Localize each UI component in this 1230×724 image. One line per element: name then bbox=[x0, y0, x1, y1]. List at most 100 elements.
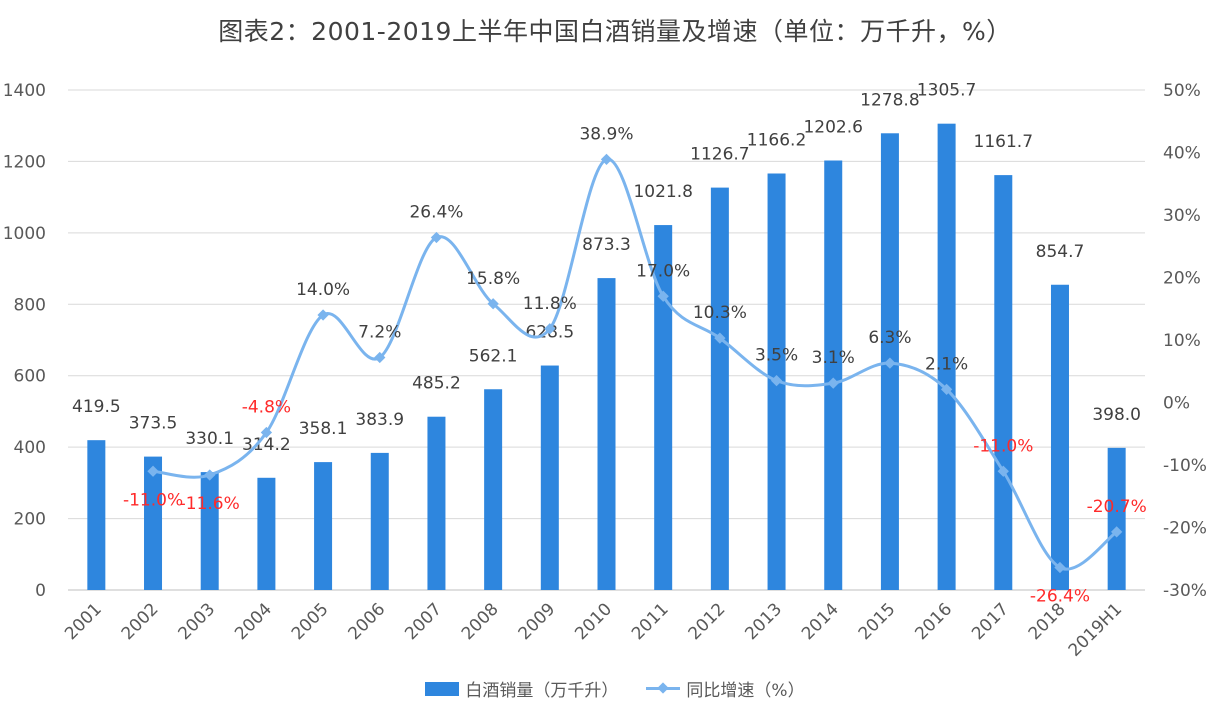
y-tick-label: 1000 bbox=[3, 224, 46, 244]
bar-value-label: 873.3 bbox=[582, 235, 631, 255]
growth-value-label: 3.5% bbox=[755, 346, 798, 366]
bar bbox=[200, 472, 219, 590]
legend: 白酒销量（万千升） 同比增速（%） bbox=[0, 676, 1230, 701]
bar-value-label: 358.1 bbox=[299, 419, 348, 439]
bar bbox=[654, 225, 673, 591]
x-tick-label: 2008 bbox=[458, 599, 503, 644]
growth-point bbox=[147, 465, 159, 477]
x-tick-label: 2013 bbox=[741, 599, 786, 644]
growth-value-label: -26.4% bbox=[1030, 587, 1090, 607]
x-tick-label: 2010 bbox=[571, 599, 616, 644]
bar-value-label: 485.2 bbox=[412, 374, 461, 394]
bar-value-label: 1021.8 bbox=[633, 182, 692, 202]
y-tick-label: 600 bbox=[14, 367, 46, 387]
x-tick-label: 2001 bbox=[61, 599, 106, 644]
x-tick-label: 2007 bbox=[401, 599, 446, 644]
legend-item-sales: 白酒销量（万千升） bbox=[425, 676, 618, 701]
growth-point bbox=[317, 309, 329, 321]
growth-value-label: 26.4% bbox=[409, 203, 463, 223]
bar bbox=[1050, 284, 1069, 590]
legend-label-sales: 白酒销量（万千升） bbox=[465, 681, 619, 701]
growth-value-label: -11.6% bbox=[180, 494, 240, 514]
growth-value-label: -11.0% bbox=[123, 490, 183, 510]
x-tick-label: 2014 bbox=[798, 599, 843, 644]
growth-point bbox=[260, 426, 273, 439]
x-tick-label: 2012 bbox=[685, 599, 730, 644]
legend-label-growth: 同比增速（%） bbox=[686, 681, 805, 701]
bar-value-label: 1126.7 bbox=[690, 145, 749, 165]
growth-point bbox=[884, 357, 896, 369]
growth-point bbox=[1111, 526, 1123, 538]
x-tick-label: 2002 bbox=[118, 599, 163, 644]
growth-point bbox=[714, 332, 726, 344]
bar-value-label: 330.1 bbox=[185, 429, 234, 449]
bar bbox=[370, 452, 389, 590]
bar-value-label: 562.1 bbox=[469, 346, 518, 366]
growth-point bbox=[997, 465, 1009, 477]
chart-title: 图表2：2001-2019上半年中国白酒销量及增速（单位：万千升，%） bbox=[218, 17, 1012, 46]
bar-value-label: 383.9 bbox=[355, 410, 404, 430]
bar bbox=[257, 477, 276, 590]
growth-line bbox=[152, 157, 1118, 571]
bar bbox=[540, 365, 559, 590]
y-tick-label: 200 bbox=[14, 510, 46, 530]
bar-value-label: 398.0 bbox=[1092, 405, 1141, 425]
x-tick-label: 2011 bbox=[628, 599, 673, 644]
bar-value-label: 1305.7 bbox=[917, 81, 976, 101]
x-tick-label: 2015 bbox=[855, 599, 900, 644]
x-tick-label: 2009 bbox=[515, 599, 560, 644]
y-tick-label: 0 bbox=[35, 581, 46, 601]
bar bbox=[597, 278, 616, 590]
growth-point bbox=[600, 153, 613, 166]
bar bbox=[314, 462, 333, 590]
growth-point bbox=[1054, 561, 1066, 574]
bar bbox=[87, 440, 106, 590]
bar bbox=[824, 160, 843, 590]
legend-bar-swatch bbox=[425, 681, 460, 696]
bar-value-label: 373.5 bbox=[129, 414, 178, 434]
y2-tick-label: -30% bbox=[1163, 581, 1207, 601]
growth-point bbox=[657, 290, 669, 302]
growth-value-label: 2.1% bbox=[925, 354, 968, 374]
growth-value-label: 14.0% bbox=[296, 280, 350, 300]
bar-value-label: 1161.7 bbox=[974, 132, 1033, 152]
y2-tick-label: 0% bbox=[1163, 394, 1190, 414]
growth-point bbox=[204, 469, 216, 481]
bar bbox=[144, 456, 163, 590]
x-tick-label: 2004 bbox=[231, 599, 276, 644]
y2-tick-label: -10% bbox=[1163, 456, 1207, 476]
growth-point bbox=[430, 231, 443, 244]
growth-value-label: 6.3% bbox=[868, 328, 911, 348]
bar-value-label: 1166.2 bbox=[747, 131, 806, 151]
bar-value-label: 314.2 bbox=[242, 435, 291, 455]
growth-value-label: 11.8% bbox=[523, 294, 577, 314]
y-tick-label: 1200 bbox=[3, 152, 46, 172]
growth-point bbox=[374, 351, 386, 364]
x-tick-label: 2006 bbox=[345, 599, 390, 644]
bar-value-label: 419.5 bbox=[72, 397, 121, 417]
y2-tick-label: -20% bbox=[1163, 519, 1207, 539]
bar bbox=[994, 175, 1013, 590]
growth-point bbox=[940, 383, 953, 396]
growth-value-label: -4.8% bbox=[242, 398, 291, 418]
y-tick-label: 800 bbox=[14, 295, 46, 315]
x-tick-label: 2019H1 bbox=[1065, 599, 1126, 660]
growth-value-label: 17.0% bbox=[636, 261, 690, 281]
legend-item-growth: 同比增速（%） bbox=[646, 676, 805, 701]
x-tick-label: 2005 bbox=[288, 599, 333, 644]
growth-point bbox=[544, 323, 556, 335]
growth-point bbox=[770, 374, 783, 387]
x-tick-label: 2017 bbox=[968, 599, 1013, 644]
growth-value-label: 38.9% bbox=[579, 124, 633, 144]
growth-value-label: 15.8% bbox=[466, 269, 520, 289]
bar-value-label: 1202.6 bbox=[803, 118, 862, 138]
bar bbox=[937, 123, 956, 590]
growth-value-label: 3.1% bbox=[812, 348, 855, 368]
x-tick-label: 2003 bbox=[175, 599, 220, 644]
bar bbox=[1107, 447, 1126, 590]
y2-tick-label: 20% bbox=[1163, 269, 1201, 289]
y2-tick-label: 50% bbox=[1163, 81, 1201, 101]
bar bbox=[427, 416, 446, 590]
y2-tick-label: 10% bbox=[1163, 331, 1201, 351]
